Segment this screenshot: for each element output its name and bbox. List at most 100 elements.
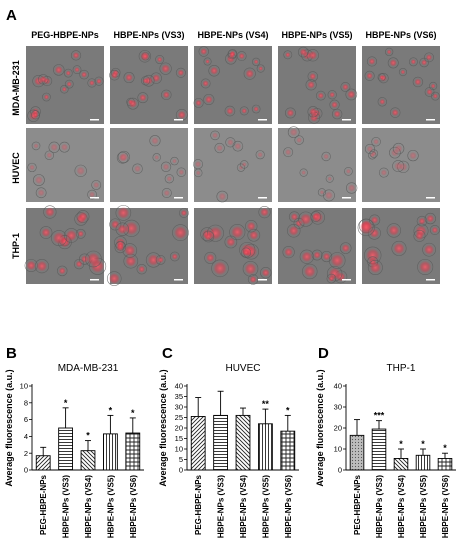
cell-outline <box>44 150 55 160</box>
fluorescent-cell <box>253 106 259 112</box>
micrograph-background <box>278 128 356 202</box>
cell-outline <box>366 56 378 67</box>
fluorescent-cell <box>379 98 386 105</box>
fluorescent-cell <box>285 148 292 156</box>
fluorescent-cell <box>347 90 356 99</box>
significance-label: * <box>399 439 403 449</box>
scale-bar <box>174 197 183 199</box>
fluorescent-cell <box>415 231 424 241</box>
fluorescent-cell <box>330 254 344 267</box>
cell-outline <box>299 168 308 177</box>
fluorescent-cell <box>195 170 201 176</box>
cell-outline <box>283 50 293 60</box>
fluorescent-cell <box>147 254 160 266</box>
category-label: PEG-HBPE-NPs <box>194 474 203 535</box>
chart-title: THP-1 <box>387 363 416 374</box>
bar <box>258 423 273 471</box>
fluorescent-cell <box>139 94 147 102</box>
cell-outline <box>287 126 300 139</box>
fluorescent-cell <box>249 230 259 240</box>
cell-outline <box>424 52 434 63</box>
cell-outline <box>240 160 249 169</box>
fluorescent-cell <box>373 138 379 145</box>
fluorescent-cell <box>111 220 120 229</box>
bar <box>35 455 51 471</box>
cell-outline <box>288 211 300 223</box>
cell-outline <box>424 212 436 225</box>
fluorescent-cell <box>74 67 80 73</box>
fluorescent-cell <box>323 153 329 160</box>
fluorescent-cell <box>391 109 399 117</box>
cell-outline <box>216 190 229 203</box>
bar <box>58 427 73 471</box>
fluorescent-cell <box>171 253 178 260</box>
y-tick-label: 30 <box>175 403 183 412</box>
cell-outline <box>389 107 401 118</box>
y-tick-label: 4 <box>24 432 28 441</box>
cell-outline <box>229 224 246 241</box>
fluorescent-cell <box>216 144 223 152</box>
bar <box>280 430 296 471</box>
column-header: HBPE-NPs (VS3) <box>113 30 184 40</box>
fluorescent-cell <box>260 207 269 217</box>
cell-outline <box>57 265 68 277</box>
fluorescent-cell <box>212 132 219 139</box>
cell-outline <box>224 235 238 249</box>
fluorescent-cell <box>312 213 320 221</box>
cell-outline <box>284 107 296 119</box>
fluorescent-cell <box>200 48 208 55</box>
fluorescent-cell <box>369 261 382 274</box>
cell-outline <box>392 142 405 155</box>
fluorescent-cell <box>119 152 129 162</box>
cell-outline <box>72 65 82 75</box>
cell-outline <box>251 104 261 114</box>
cell-outline <box>294 135 304 145</box>
fluorescent-cell <box>261 268 270 277</box>
micrograph-image <box>193 46 272 124</box>
cell-outline <box>387 57 399 69</box>
micrograph-image <box>26 46 104 124</box>
fluorescent-cell <box>371 151 377 157</box>
fluorescent-cell <box>410 59 417 65</box>
fluorescent-cell <box>241 162 247 167</box>
cell-outline <box>417 258 434 275</box>
micrograph-image <box>109 46 188 124</box>
cell-outline <box>283 147 294 158</box>
fluorescent-cell <box>157 256 164 263</box>
cell-outline <box>389 146 401 159</box>
cell-outline <box>140 76 151 86</box>
fluorescent-cell <box>218 192 227 201</box>
scale-bar <box>426 197 435 199</box>
fluorescent-cell <box>331 101 338 109</box>
category-label: HBPE-NPs (VS3) <box>375 475 384 538</box>
y-axis-label: Average fluorescence (a.u.) <box>158 369 168 486</box>
y-tick-label: 5 <box>179 455 183 464</box>
scale-bar <box>342 279 351 281</box>
cell-outline <box>239 241 256 259</box>
fluorescent-cell <box>234 142 242 150</box>
cell-outline <box>214 142 225 154</box>
bar <box>213 414 228 471</box>
cell-outline <box>115 205 132 221</box>
cell-outline <box>398 67 407 77</box>
cell-outline <box>368 151 377 160</box>
fluorescent-cell <box>249 275 257 283</box>
row-headers: MDA-MB-231 HUVEC THP-1 <box>11 60 21 259</box>
fluorescent-cell <box>161 64 170 73</box>
fluorescent-cell <box>414 78 422 86</box>
cell-outline <box>307 106 319 118</box>
cell-outline <box>43 205 57 219</box>
significance-label: * <box>443 443 447 453</box>
fluorescent-cell <box>206 253 215 263</box>
row-header: MDA-MB-231 <box>11 60 21 116</box>
cell-outline <box>94 76 104 86</box>
y-tick-label: 40 <box>175 382 183 391</box>
cell-outline <box>164 174 174 184</box>
fluorescent-cell <box>431 226 439 234</box>
category-label: HBPE-NPs (VS3) <box>217 475 226 538</box>
cell-outline <box>175 67 186 78</box>
category-label: HBPE-NPs (VS4) <box>397 475 406 538</box>
fluorescent-cell <box>231 225 244 239</box>
cell-outline <box>252 57 261 66</box>
